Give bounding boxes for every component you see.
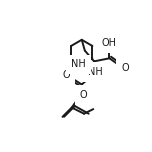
Text: O: O <box>121 62 129 73</box>
Text: O: O <box>62 70 70 80</box>
Text: NH: NH <box>71 59 86 69</box>
Text: NH: NH <box>88 67 103 77</box>
Text: O: O <box>79 90 87 100</box>
Text: OH: OH <box>102 38 117 48</box>
